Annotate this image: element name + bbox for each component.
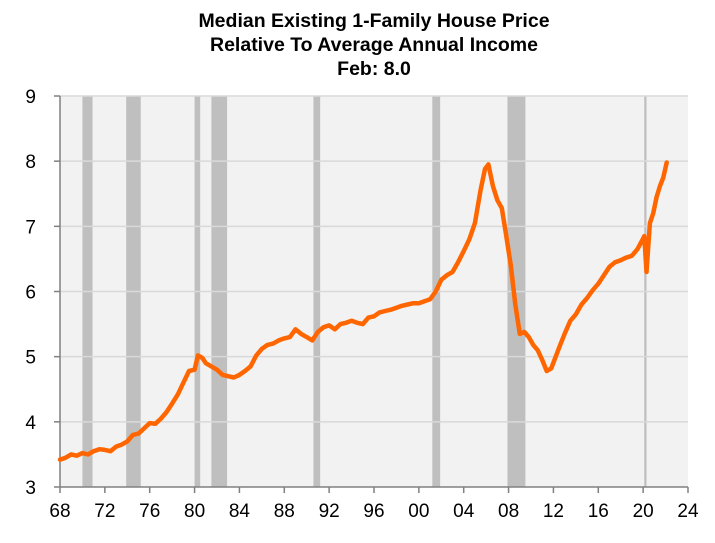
x-tick-label: 00	[408, 501, 429, 522]
axes: 3 4 5 6 7 8 9 68 72 76 80 84 88 92 96 00 04 08 12 16 20 24	[25, 87, 699, 522]
gridlines	[60, 95, 688, 423]
x-tick-label: 08	[498, 501, 519, 522]
x-tick-label: 92	[319, 501, 340, 522]
series-layer	[57, 160, 669, 462]
y-tick-label: 8	[25, 152, 36, 173]
y-tick-label: 3	[25, 478, 36, 499]
chart-subtitle: Relative To Average Annual Income	[210, 34, 538, 56]
x-tick-label: 24	[677, 501, 699, 522]
x-tick-label: 20	[633, 501, 654, 522]
y-tick-label: 6	[25, 283, 36, 304]
x-tick-label: 72	[94, 501, 115, 522]
y-tick-label: 4	[25, 413, 36, 434]
x-tick-label: 04	[453, 501, 475, 522]
series-line	[57, 160, 669, 462]
x-tick-label: 12	[543, 501, 564, 522]
chart-title: Median Existing 1-Family House Price	[198, 10, 550, 32]
x-tick-label: 68	[49, 501, 70, 522]
y-tick-label: 5	[25, 348, 36, 369]
x-tick-label: 80	[184, 501, 205, 522]
x-tick-label: 88	[274, 501, 295, 522]
x-tick-label: 76	[139, 501, 160, 522]
x-tick-label: 84	[229, 501, 251, 522]
x-tick-label: 96	[363, 501, 384, 522]
y-tick-label: 9	[25, 87, 36, 108]
chart-annotation: Feb: 8.0	[337, 58, 411, 80]
x-tick-label: 16	[588, 501, 609, 522]
y-tick-label: 7	[25, 217, 36, 238]
